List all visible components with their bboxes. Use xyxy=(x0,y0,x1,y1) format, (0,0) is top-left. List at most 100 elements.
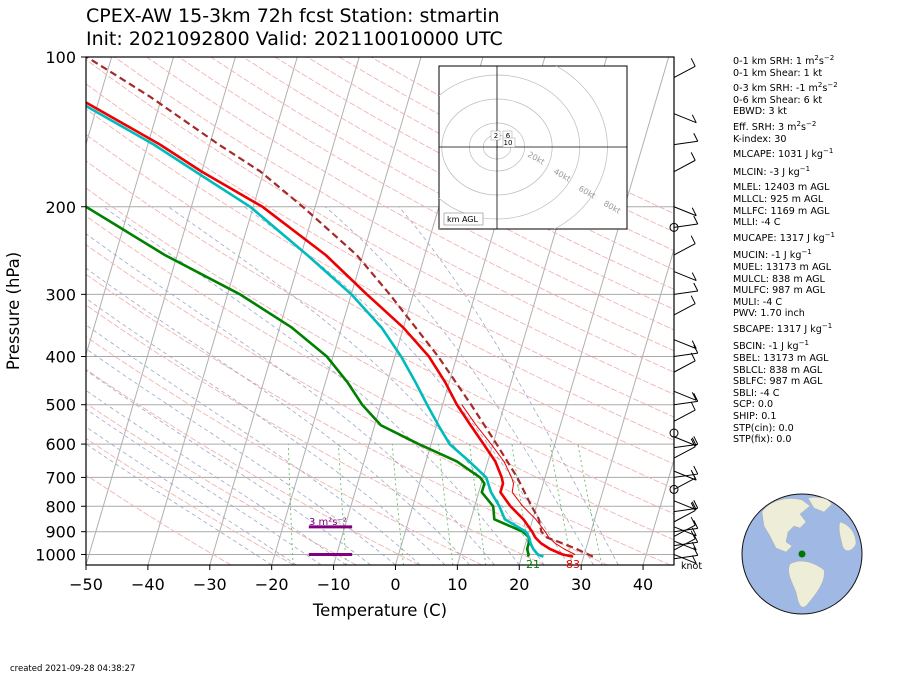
barb-flag xyxy=(693,534,699,543)
virtual-temperature-line xyxy=(461,404,576,555)
globe-south-america xyxy=(788,560,825,608)
hodograph-legend: km AGL xyxy=(447,215,479,224)
stat-unit-exponent: 2 xyxy=(796,119,801,128)
dry-adiabat xyxy=(86,402,357,565)
stat-unit-exponent: −1 xyxy=(801,248,812,257)
moist-adiabat xyxy=(398,206,619,565)
stat-line: MLCIN: -3 J kg−1 xyxy=(733,164,811,178)
stat-unit-exponent: −1 xyxy=(798,339,809,348)
dry-adiabat xyxy=(86,83,674,418)
wind-barb xyxy=(673,271,697,282)
barb-flag xyxy=(693,393,699,402)
stat-unit-exponent: −2 xyxy=(827,81,838,89)
wind-barb xyxy=(673,152,696,173)
stat-line: K-index: 30 xyxy=(733,133,787,145)
dry-adiabat xyxy=(114,57,674,373)
stat-line: 0-1 km SRH: 1 m2s−2 xyxy=(733,53,835,67)
barb-flag xyxy=(691,555,697,564)
plot-frame xyxy=(85,56,675,566)
dry-adiabat xyxy=(274,57,674,271)
barb-shaft xyxy=(673,290,698,295)
calm-wind-circle xyxy=(669,428,679,438)
y-tick-label: 700 xyxy=(45,468,76,487)
wind-barb xyxy=(673,547,699,560)
wind-barb xyxy=(673,530,696,551)
stat-unit-exponent: −2 xyxy=(806,119,817,128)
y-tick-label: 300 xyxy=(45,285,76,304)
barb-flag xyxy=(691,392,697,401)
dry-adiabat xyxy=(86,160,674,490)
barb-shaft xyxy=(673,446,696,459)
barb-flag xyxy=(693,282,699,292)
moist-adiabat xyxy=(325,206,594,565)
moist-adiabat xyxy=(86,369,371,565)
stat-line: MUCIN: -1 J kg−1 xyxy=(733,248,812,262)
stat-line: PWV: 1.70 inch xyxy=(733,308,805,320)
y-tick-label: 900 xyxy=(45,523,76,542)
barb-flag xyxy=(693,133,699,142)
hodograph-height-label: 2 xyxy=(494,132,498,140)
barb-shaft xyxy=(673,409,696,422)
barb-flag xyxy=(690,401,696,411)
calm-wind-circle xyxy=(669,484,679,494)
hodograph-height-box xyxy=(490,130,501,141)
y-tick-label: 400 xyxy=(45,348,76,367)
barb-shaft xyxy=(673,339,697,350)
barb-flag xyxy=(693,465,699,475)
barb-shaft xyxy=(673,65,696,79)
globe-north-america xyxy=(761,498,811,553)
stat-unit-tail: s xyxy=(822,83,828,95)
barb-shaft xyxy=(673,113,697,124)
isotherm xyxy=(209,57,360,565)
stability-indices-panel: 0-1 km SRH: 1 m2s−2 0-1 km Shear: 1 kt 0-3… xyxy=(733,53,838,446)
barb-flag xyxy=(691,272,697,281)
stat-line: SBEL: 13173 m AGL xyxy=(733,353,829,365)
stat-unit-tail: s xyxy=(801,121,806,133)
wind-barb xyxy=(673,502,696,523)
barb-flag xyxy=(691,207,697,216)
barb-shaft xyxy=(673,553,697,564)
moist-adiabat xyxy=(86,297,446,565)
x-axis-label: Temperature (C) xyxy=(312,601,447,620)
stat-line: SBLCL: 838 m AGL xyxy=(733,364,823,376)
barb-flag xyxy=(693,436,699,445)
locator-globe xyxy=(741,493,863,615)
barb-flag xyxy=(690,235,696,244)
barb-shaft xyxy=(673,360,696,373)
barb-flag xyxy=(690,58,696,67)
dry-adiabat xyxy=(86,134,674,465)
dry-adiabat xyxy=(178,57,674,331)
barb-shaft xyxy=(673,400,698,406)
surface-dewpoint-label: 21 xyxy=(526,558,540,571)
wind-barb xyxy=(673,390,697,401)
dry-adiabat xyxy=(86,304,545,565)
wind-barb xyxy=(673,352,696,373)
barb-shaft xyxy=(673,159,696,173)
barb-shaft xyxy=(673,243,696,256)
barb-flag xyxy=(693,215,699,225)
dry-adiabat xyxy=(86,336,483,565)
stat-unit-exponent: −1 xyxy=(823,146,834,155)
barb-shaft xyxy=(673,206,697,217)
created-timestamp: created 2021-09-28 04:38:27 xyxy=(10,664,136,674)
stat-line: MLLI: -4 C xyxy=(733,217,781,229)
barb-shaft xyxy=(673,500,697,511)
stat-line: SCP: 0.0 xyxy=(733,399,774,411)
surface-temperature-label: 83 xyxy=(566,558,580,571)
wind-barb xyxy=(673,393,699,406)
moist-adiabat xyxy=(168,206,545,565)
wind-barb xyxy=(673,133,699,146)
y-tick-label: 200 xyxy=(45,198,76,217)
station-marker xyxy=(798,550,806,558)
mixing-ratio-line xyxy=(338,444,347,565)
stat-unit-exponent: 2 xyxy=(817,81,823,89)
y-tick-label: 500 xyxy=(45,396,76,415)
stat-line: SBLFC: 987 m AGL xyxy=(733,376,823,388)
stat-line: MLEL: 12403 m AGL xyxy=(733,182,830,194)
wind-barb xyxy=(673,206,697,217)
barb-flag xyxy=(690,152,696,161)
barb-flag xyxy=(691,340,697,349)
x-tick-label: −40 xyxy=(131,575,165,594)
moist-adiabat xyxy=(86,426,297,565)
